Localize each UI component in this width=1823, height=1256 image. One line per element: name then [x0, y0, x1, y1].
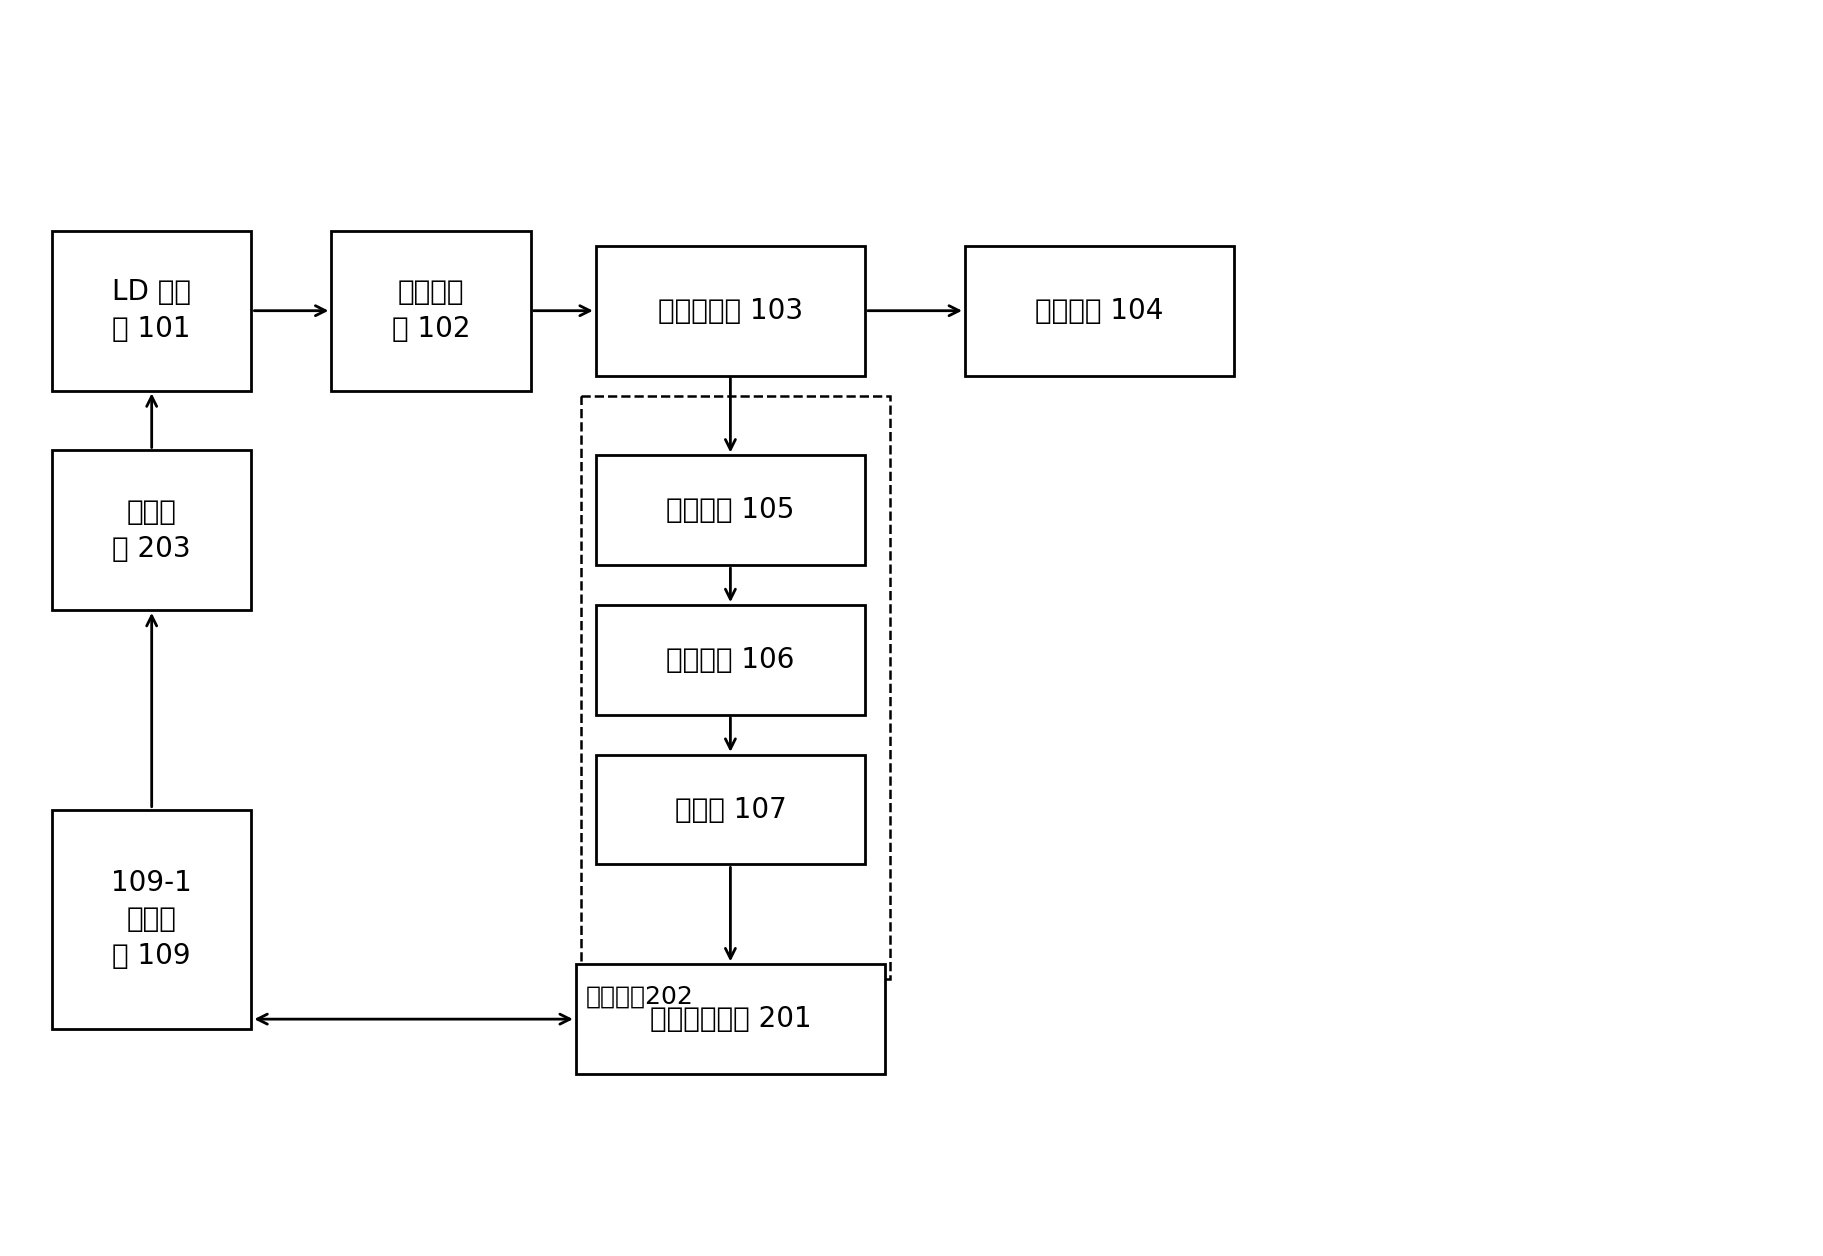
Bar: [51, 451, 252, 610]
Bar: [580, 396, 890, 980]
Bar: [964, 246, 1234, 376]
Text: 控制电
路 203: 控制电 路 203: [113, 497, 191, 563]
Bar: [596, 605, 864, 715]
Text: 光检电路202: 光检电路202: [585, 985, 693, 1009]
Bar: [596, 246, 864, 376]
Bar: [51, 810, 252, 1029]
Text: 光纤放大
器 102: 光纤放大 器 102: [392, 279, 470, 343]
Text: 光纤分路器 103: 光纤分路器 103: [658, 296, 802, 325]
Text: 传感光纤 104: 传感光纤 104: [1035, 296, 1163, 325]
Text: 109-1
后台终
端 109: 109-1 后台终 端 109: [111, 869, 191, 970]
Text: 光探测器 106: 光探测器 106: [665, 646, 795, 674]
Text: 光滤波器 105: 光滤波器 105: [665, 496, 795, 524]
Text: 放大器 107: 放大器 107: [675, 795, 786, 824]
Text: LD 激光
器 101: LD 激光 器 101: [113, 279, 191, 343]
Bar: [51, 231, 252, 391]
Bar: [576, 965, 884, 1074]
Bar: [596, 456, 864, 565]
Bar: [596, 755, 864, 864]
Text: 数据采集模块 201: 数据采集模块 201: [649, 1005, 811, 1034]
Bar: [332, 231, 530, 391]
